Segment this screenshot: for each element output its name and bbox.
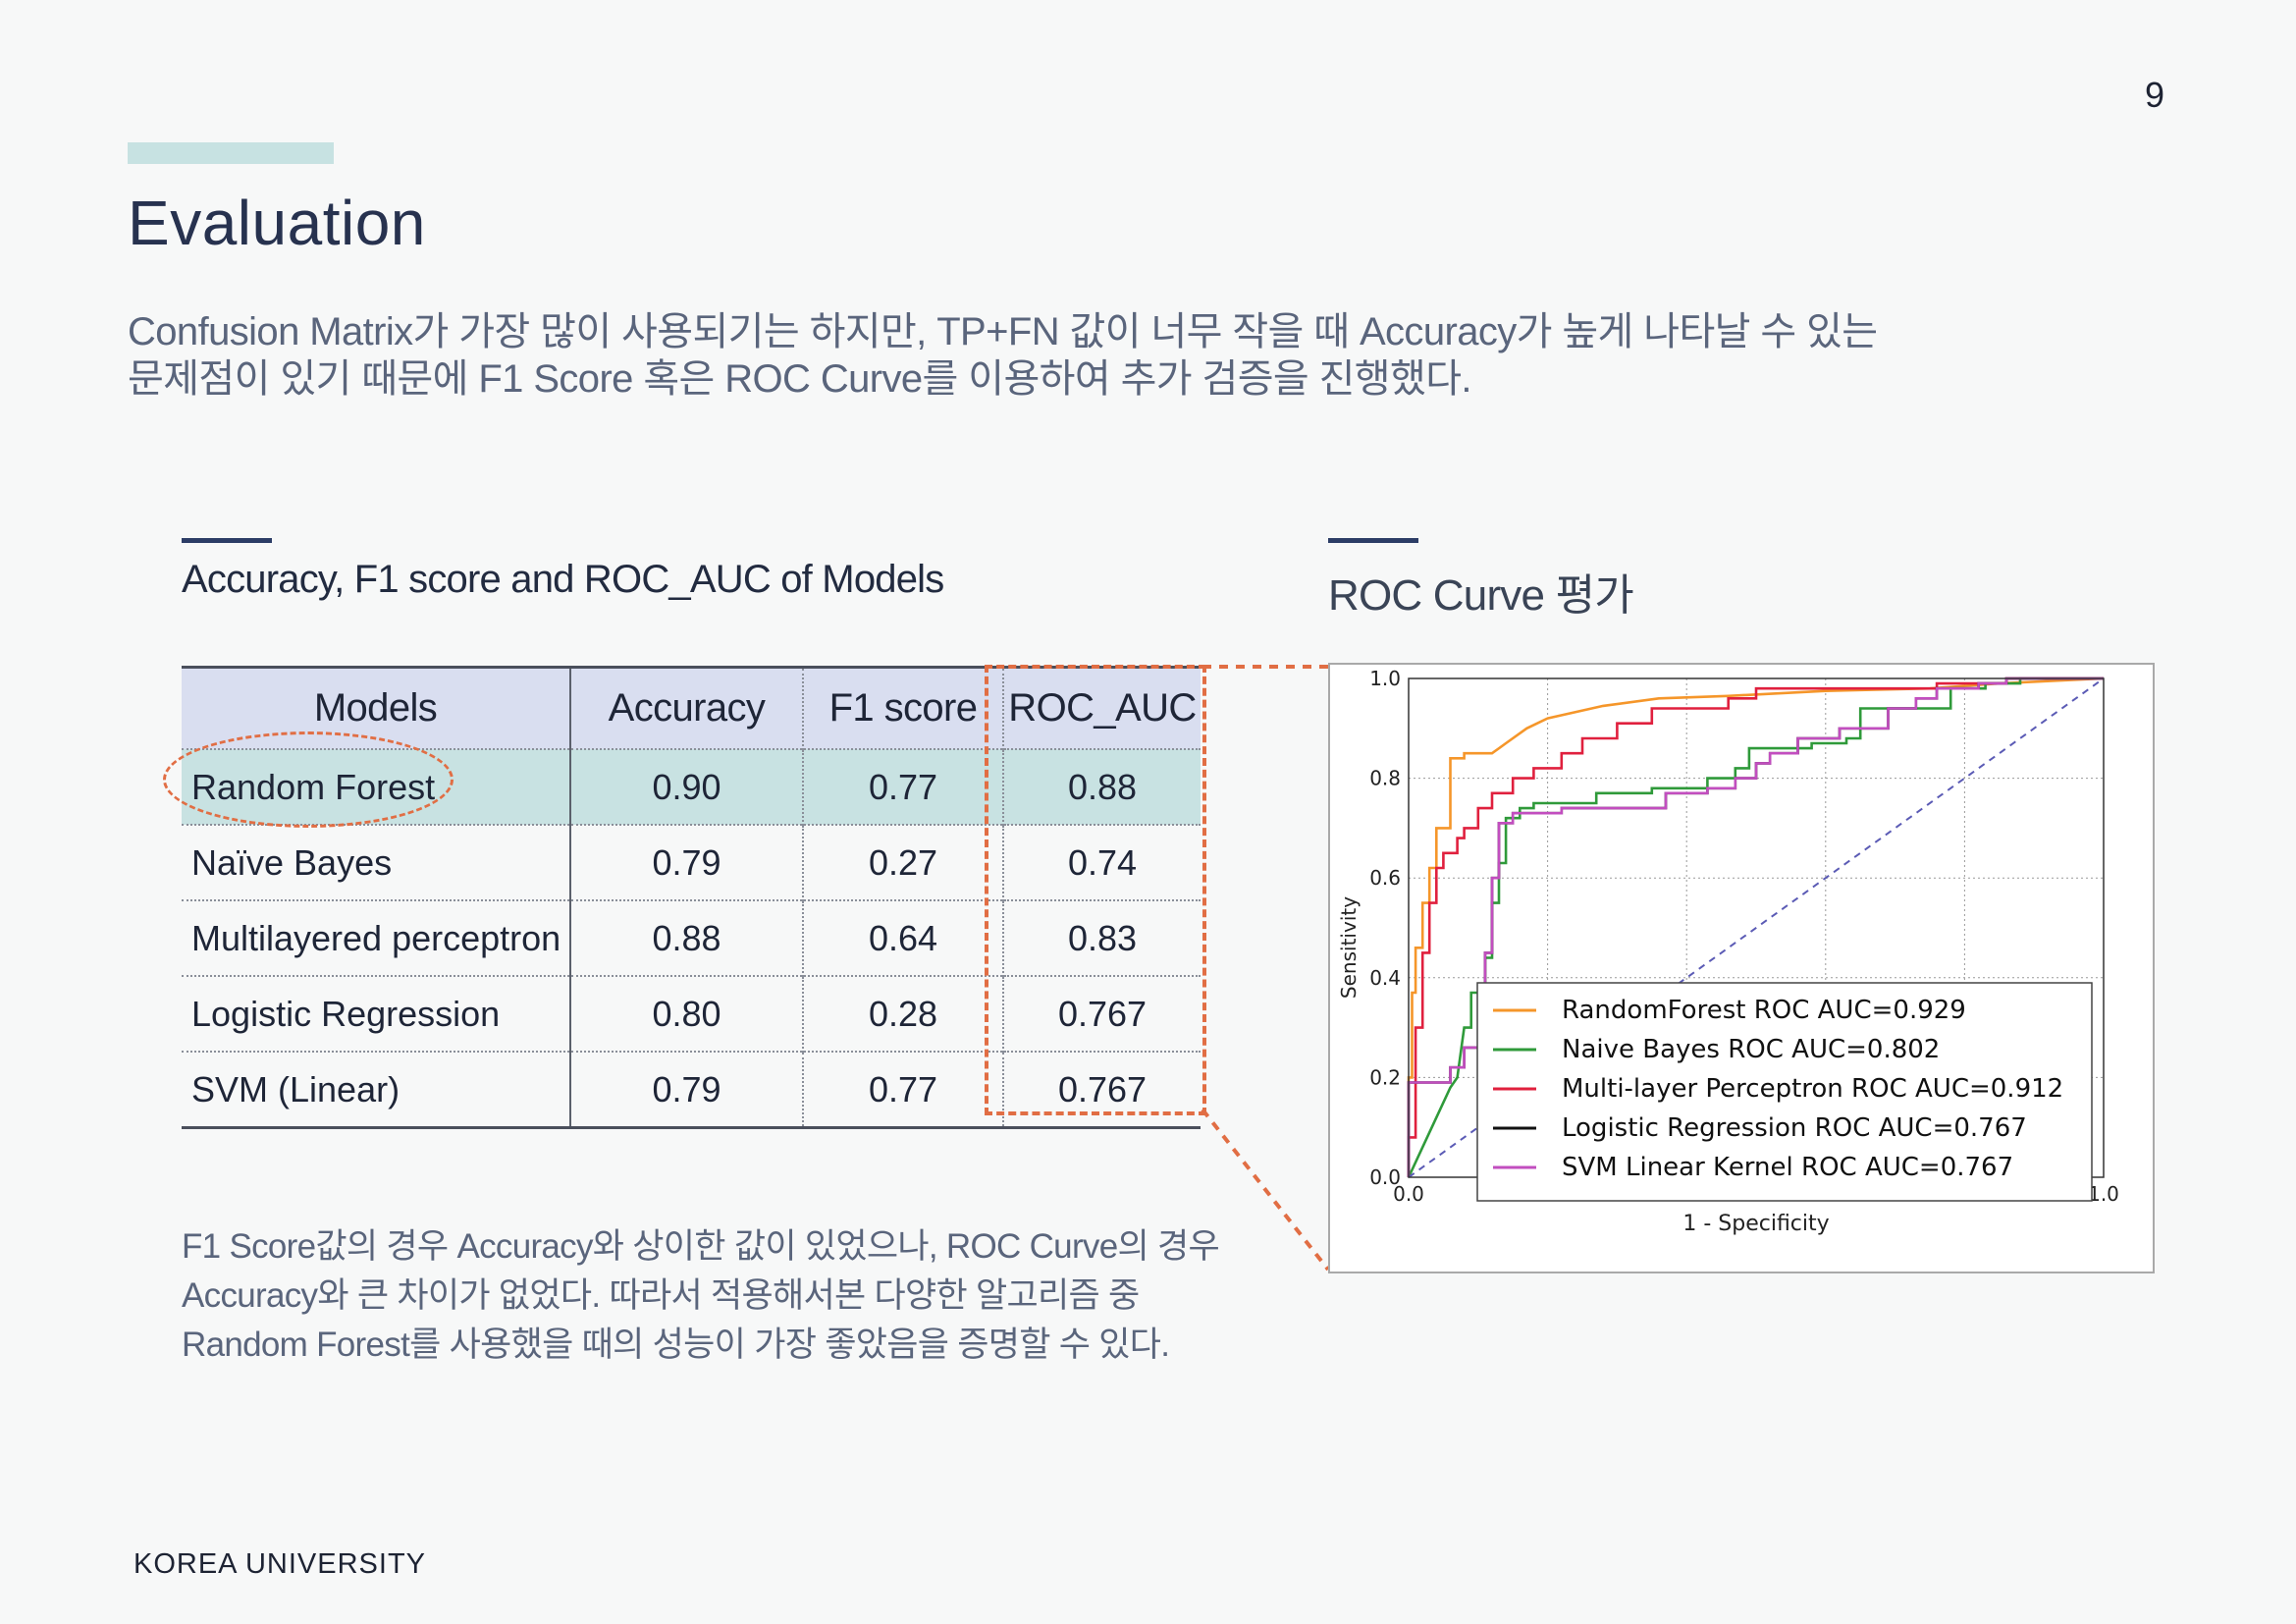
roc-auc-value: 0.767 bbox=[1003, 1051, 1201, 1129]
roc-auc-value: 0.767 bbox=[1003, 975, 1201, 1052]
y-tick-label: 0.6 bbox=[1369, 866, 1401, 890]
roc-chart: 0.00.20.40.60.81.00.00.20.40.60.81.01 - … bbox=[1337, 667, 2119, 1236]
legend-entry: Multi-layer Perceptron ROC AUC=0.912 bbox=[1562, 1074, 2063, 1104]
header-accuracy: Accuracy bbox=[570, 666, 804, 749]
f1-value: 0.77 bbox=[803, 1051, 1004, 1129]
table-row: Naïve Bayes 0.79 0.27 0.74 bbox=[182, 824, 1201, 900]
intro-line-1: Confusion Matrix가 가장 많이 사용되기는 하지만, TP+FN… bbox=[128, 310, 1878, 353]
y-tick-label: 0.0 bbox=[1369, 1165, 1401, 1189]
roc-auc-value: 0.74 bbox=[1003, 824, 1201, 900]
random-forest-highlight-oval bbox=[163, 731, 454, 828]
y-tick-label: 0.4 bbox=[1369, 966, 1401, 990]
roc-auc-value: 0.83 bbox=[1003, 899, 1201, 976]
legend-entry: Naive Bayes ROC AUC=0.802 bbox=[1562, 1035, 1940, 1064]
y-tick-label: 0.8 bbox=[1369, 767, 1401, 790]
chart-section-rule bbox=[1328, 538, 1418, 543]
f1-value: 0.28 bbox=[803, 975, 1004, 1052]
roc-auc-column-highlight bbox=[985, 665, 1206, 1115]
x-axis-label: 1 - Specificity bbox=[1682, 1212, 1829, 1236]
conclusion-line-2: Accuracy와 큰 차이가 없었다. 따라서 적용해서본 다양한 알고리즘 … bbox=[182, 1276, 1140, 1315]
accuracy-value: 0.90 bbox=[570, 748, 804, 825]
footer-university: KOREA UNIVERSITY bbox=[133, 1548, 427, 1580]
y-tick-label: 1.0 bbox=[1369, 667, 1401, 690]
legend-entry: Logistic Regression ROC AUC=0.767 bbox=[1562, 1113, 2027, 1143]
f1-value: 0.27 bbox=[803, 824, 1004, 900]
page-title: Evaluation bbox=[128, 188, 426, 258]
y-tick-label: 0.2 bbox=[1369, 1065, 1401, 1089]
x-tick-label: 0.0 bbox=[1393, 1182, 1424, 1206]
legend-entry: SVM Linear Kernel ROC AUC=0.767 bbox=[1562, 1153, 2013, 1182]
table-section-rule bbox=[182, 538, 272, 543]
model-name: SVM (Linear) bbox=[182, 1051, 571, 1129]
intro-paragraph: Confusion Matrix가 가장 많이 사용되기는 하지만, TP+FN… bbox=[128, 308, 1895, 403]
accuracy-value: 0.79 bbox=[570, 1051, 804, 1129]
roc-series-line bbox=[1407, 677, 2104, 1177]
y-axis-label: Sensitivity bbox=[1337, 896, 1361, 999]
model-name: Multilayered perceptron bbox=[182, 899, 571, 976]
title-accent-bar bbox=[128, 142, 334, 164]
table-header-row: Models Accuracy F1 score ROC_AUC bbox=[182, 666, 1201, 749]
table-row: SVM (Linear) 0.79 0.77 0.767 bbox=[182, 1051, 1201, 1129]
conclusion-line-3: Random Forest를 사용했을 때의 성능이 가장 좋았음을 증명할 수… bbox=[182, 1326, 1170, 1364]
table-row: Logistic Regression 0.80 0.28 0.767 bbox=[182, 975, 1201, 1052]
intro-line-2: 문제점이 있기 때문에 F1 Score 혹은 ROC Curve를 이용하여 … bbox=[128, 357, 1472, 401]
roc-auc-value: 0.88 bbox=[1003, 748, 1201, 825]
connector-line-bottom bbox=[1201, 1108, 1330, 1272]
roc-series-line bbox=[1407, 677, 2105, 1177]
table-row: Multilayered perceptron 0.88 0.64 0.83 bbox=[182, 899, 1201, 976]
f1-value: 0.77 bbox=[803, 748, 1004, 825]
chart-section-title: ROC Curve 평가 bbox=[1328, 571, 1634, 620]
model-name: Naïve Bayes bbox=[182, 824, 571, 900]
roc-chart-frame: 0.00.20.40.60.81.00.00.20.40.60.81.01 - … bbox=[1328, 663, 2155, 1273]
accuracy-value: 0.88 bbox=[570, 899, 804, 976]
table-section-title: Accuracy, F1 score and ROC_AUC of Models bbox=[182, 558, 944, 601]
legend-entry: RandomForest ROC AUC=0.929 bbox=[1562, 996, 1966, 1025]
header-roc-auc: ROC_AUC bbox=[1003, 666, 1201, 749]
chart-legend: RandomForest ROC AUC=0.929 Naive Bayes RO… bbox=[1476, 982, 2093, 1202]
model-name: Logistic Regression bbox=[182, 975, 571, 1052]
accuracy-value: 0.80 bbox=[570, 975, 804, 1052]
accuracy-value: 0.79 bbox=[570, 824, 804, 900]
conclusion-line-1: F1 Score값의 경우 Accuracy와 상이한 값이 있었으나, ROC… bbox=[182, 1227, 1220, 1266]
page-number: 9 bbox=[2144, 75, 2164, 115]
conclusion-paragraph: F1 Score값의 경우 Accuracy와 상이한 값이 있었으나, ROC… bbox=[182, 1222, 1222, 1370]
metrics-table: Models Accuracy F1 score ROC_AUC Random … bbox=[182, 666, 1201, 1129]
legend-box bbox=[1476, 982, 2093, 1202]
header-f1-score: F1 score bbox=[803, 666, 1004, 749]
x-tick-label: 1.0 bbox=[2088, 1182, 2119, 1206]
f1-value: 0.64 bbox=[803, 899, 1004, 976]
table-row: Random Forest 0.90 0.77 0.88 bbox=[182, 748, 1201, 825]
